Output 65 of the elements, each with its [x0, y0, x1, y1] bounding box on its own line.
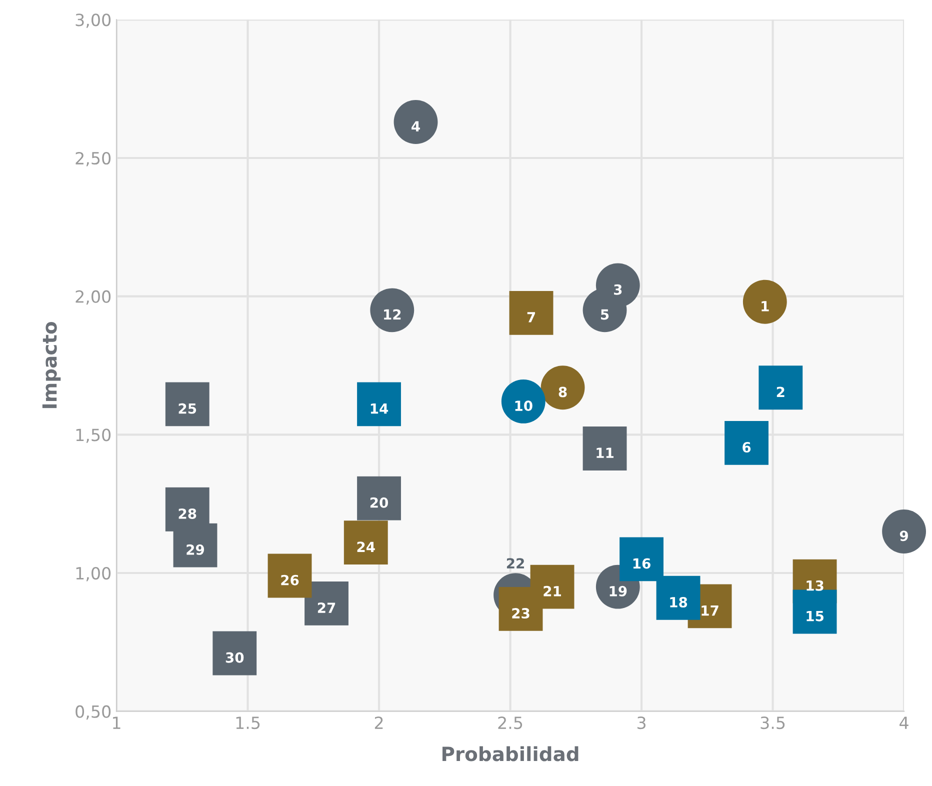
point — [724, 421, 768, 465]
annotation: 13 — [806, 580, 824, 591]
annotation: 21 — [544, 586, 561, 596]
annotation: 6 — [742, 442, 751, 453]
x-tick-label: 2 — [374, 716, 383, 729]
annotation: 15 — [806, 610, 824, 622]
annotation: 3 — [614, 284, 622, 295]
point — [394, 100, 438, 144]
annotation: 28 — [178, 508, 196, 519]
annotation: 25 — [178, 403, 196, 414]
x-tick-label: 2.5 — [498, 716, 522, 730]
annotation: 14 — [370, 403, 388, 414]
annotation: 24 — [357, 542, 375, 552]
point — [370, 288, 414, 332]
annotation: 7 — [527, 312, 535, 322]
annotation: 5 — [601, 309, 609, 320]
point — [501, 379, 546, 424]
x-tick-label: 1.5 — [236, 716, 260, 730]
annotation: 23 — [512, 608, 530, 619]
annotation: 20 — [370, 497, 388, 508]
x-tick-label: 4 — [900, 716, 908, 729]
annotation: 27 — [318, 602, 336, 613]
x-axis-title: Probabilidad — [442, 746, 578, 762]
annotation: 26 — [281, 574, 299, 586]
y-tick-label: 0,50 — [76, 705, 111, 720]
point — [344, 520, 388, 565]
point — [304, 581, 348, 626]
annotation: 18 — [670, 596, 688, 608]
y-tick-label: 1,00 — [76, 566, 111, 582]
point — [540, 366, 585, 410]
annotation: 1 — [762, 301, 769, 312]
annotation: 8 — [558, 386, 567, 398]
point — [656, 576, 700, 620]
y-tick-label: 3,00 — [76, 14, 111, 28]
x-tick-label: 1 — [113, 716, 120, 729]
y-tick-label: 1,50 — [76, 428, 111, 443]
annotation: 30 — [226, 652, 244, 663]
annotation: 4 — [412, 121, 420, 132]
annotation: 2 — [776, 386, 784, 398]
annotation: 29 — [186, 544, 204, 555]
y-tick-label: 2,00 — [76, 290, 111, 305]
annotation: 10 — [515, 400, 532, 412]
point — [357, 476, 401, 520]
point — [882, 510, 926, 554]
x-tick-label: 3 — [637, 716, 646, 730]
point — [582, 426, 627, 470]
annotation: 16 — [633, 558, 650, 569]
point — [620, 537, 664, 582]
x-tick-label: 3.5 — [760, 716, 785, 730]
annotation: 12 — [384, 309, 401, 320]
annotation: 17 — [702, 605, 718, 616]
point — [509, 290, 554, 335]
y-axis-title: Impacto — [42, 322, 61, 408]
annotation: 22 — [506, 558, 524, 568]
annotation: 9 — [900, 530, 908, 542]
point — [173, 523, 218, 568]
point — [357, 382, 401, 426]
point — [268, 554, 312, 598]
point — [758, 366, 803, 410]
annotation: 11 — [596, 448, 614, 458]
point — [165, 382, 210, 426]
y-tick-label: 2,50 — [76, 152, 111, 166]
annotation: 19 — [610, 586, 627, 596]
point — [498, 587, 543, 631]
point — [742, 280, 787, 324]
